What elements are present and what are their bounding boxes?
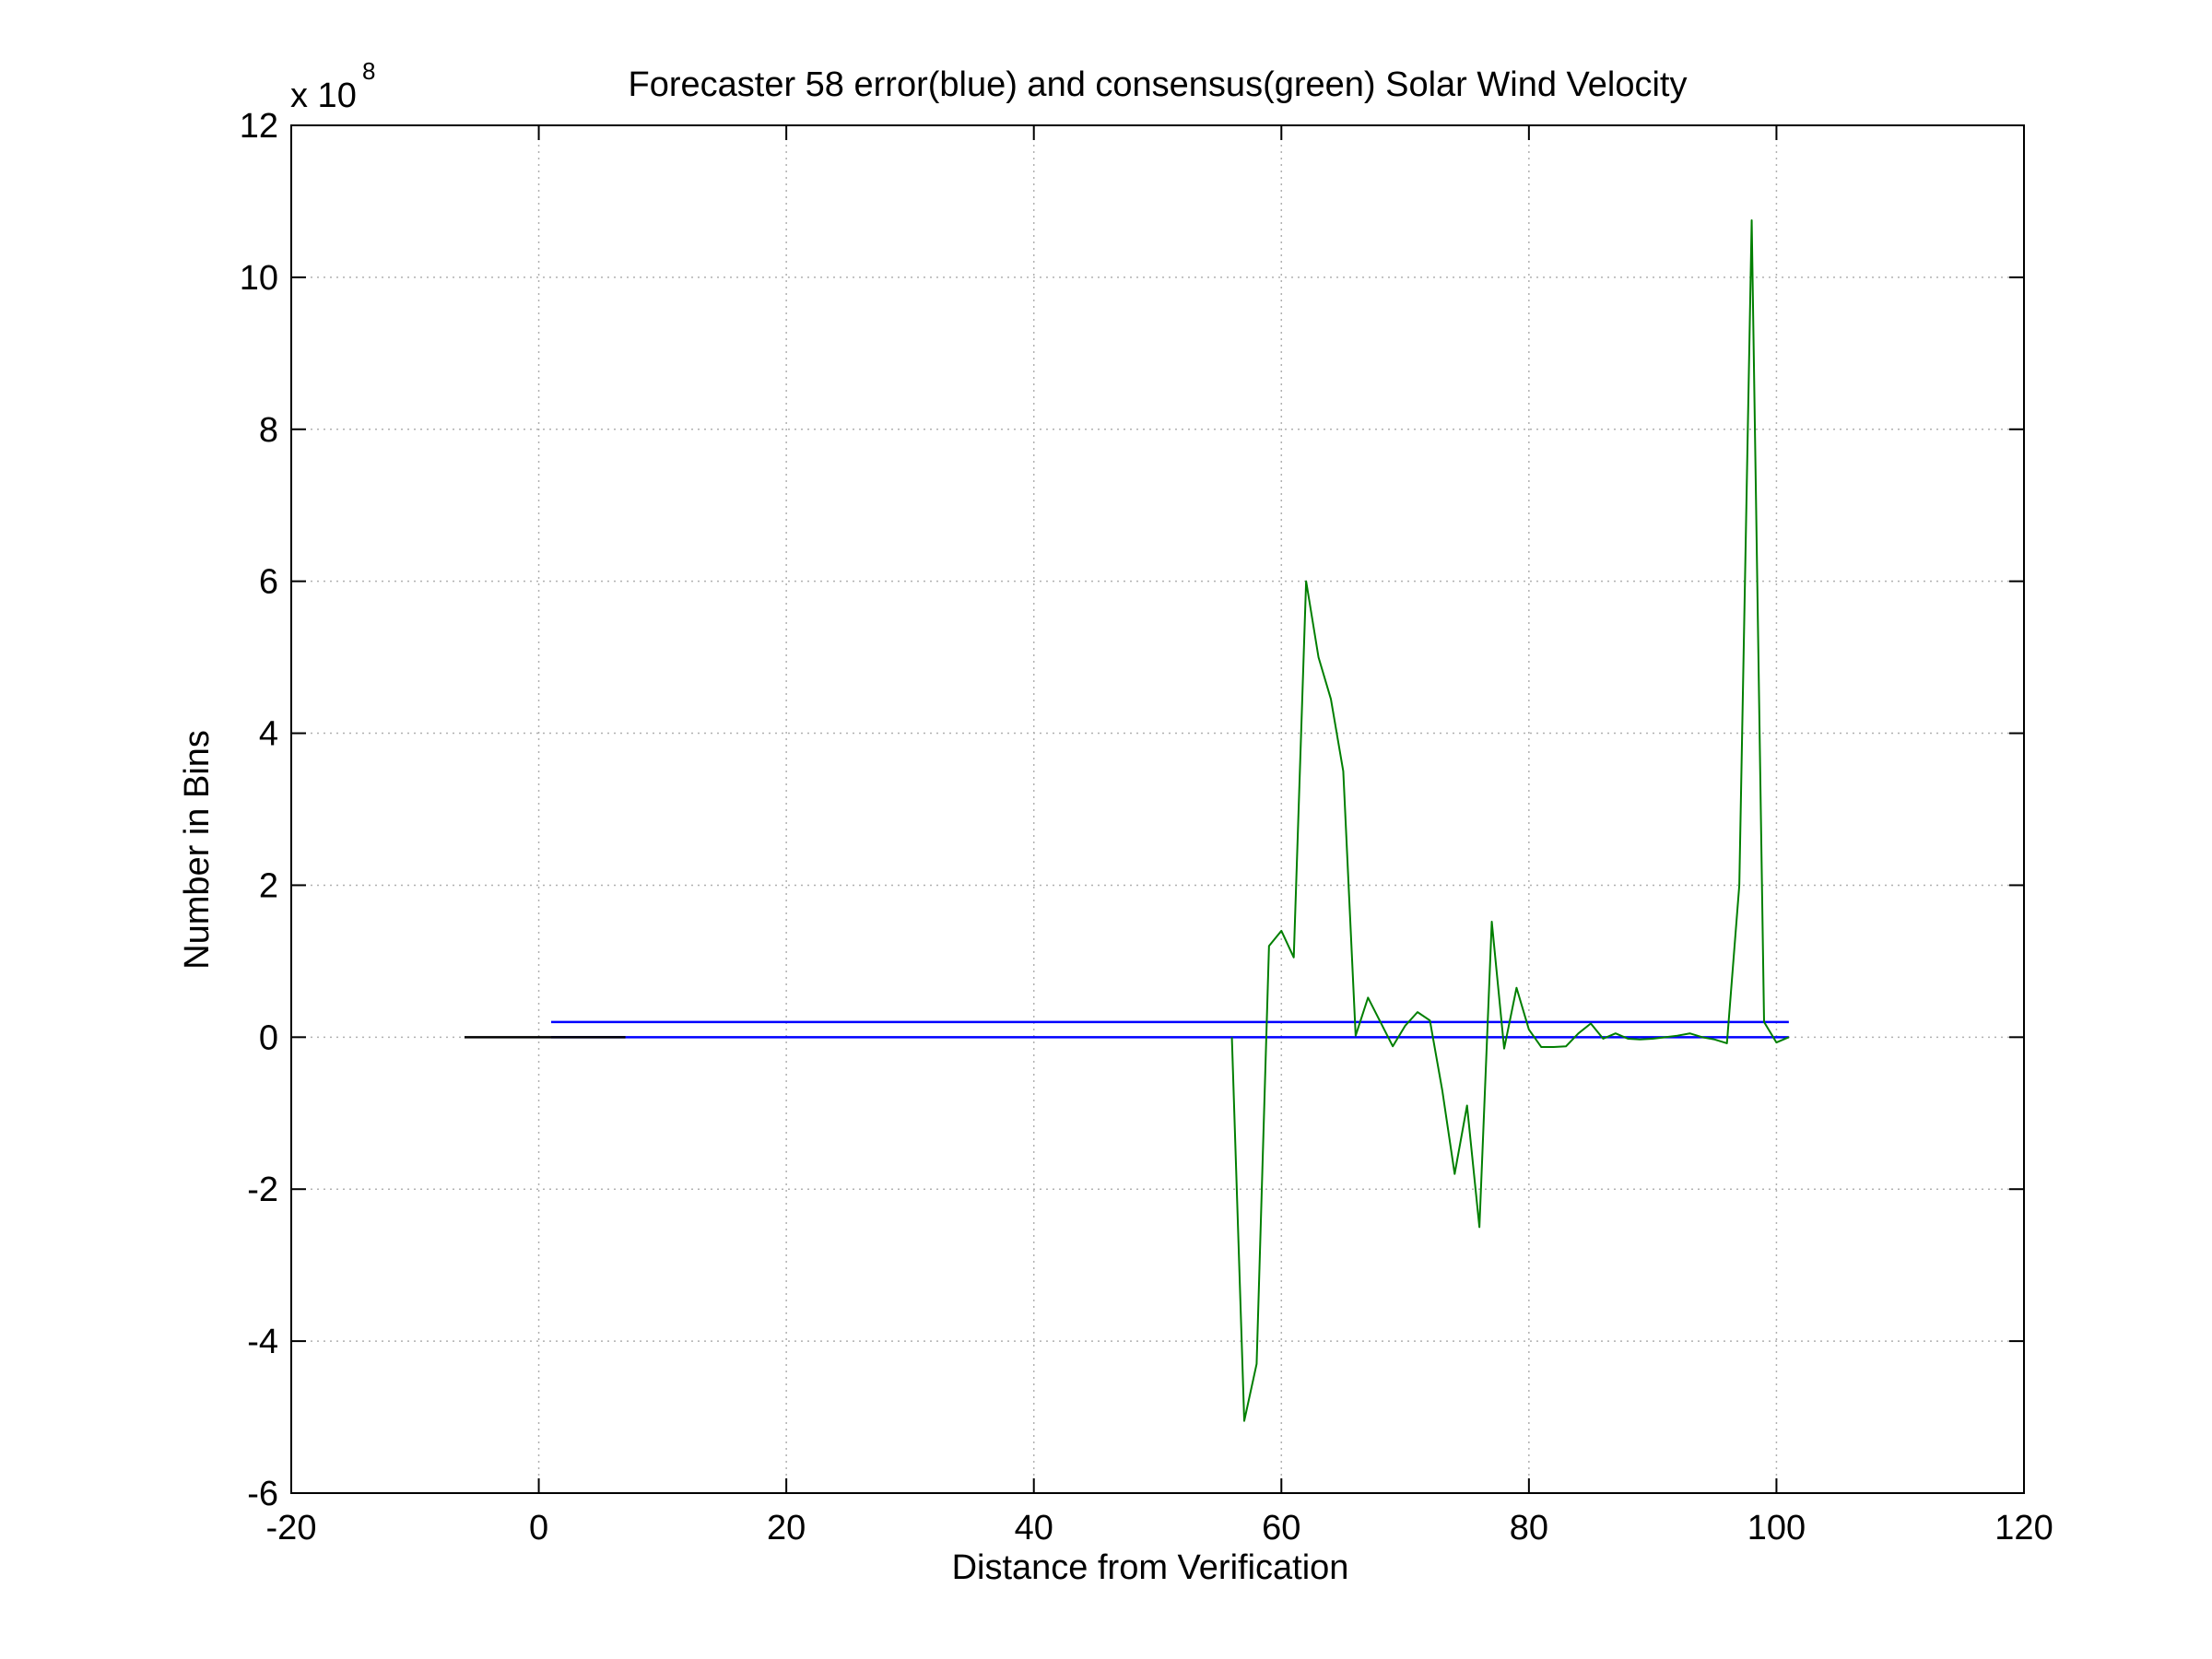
x-tick-label: 40 [1015,1509,1053,1547]
y-tick-label: 2 [259,866,278,905]
y-tick-label: 0 [259,1018,278,1057]
y-tick-label: -2 [247,1171,278,1209]
x-tick-label: 0 [529,1509,548,1547]
x-axis-label: Distance from Verification [952,1548,1349,1587]
y-tick-label: 10 [240,259,278,298]
y-tick-label: 6 [259,563,278,602]
chart-title: Forecaster 58 error(blue) and consensus(… [629,65,1688,104]
y-axis-label: Number in Bins [178,730,217,970]
grid-lines [291,125,2024,1493]
y-tick-label: -6 [247,1475,278,1513]
consensus-series-line [1230,219,1790,1422]
y-multiplier-base: x 10 [290,76,357,115]
x-tick-label: 60 [1262,1509,1300,1547]
y-axis-multiplier: x 10 8 [290,57,375,115]
axes-box [290,124,2025,1494]
x-tick-label: 120 [1994,1509,2053,1547]
plot-series [465,219,1790,1422]
x-tick-label: 80 [1510,1509,1548,1547]
y-multiplier-exponent: 8 [362,57,375,85]
x-tick-label: -20 [266,1509,317,1547]
y-tick-label: -4 [247,1323,278,1361]
y-tick-label: 12 [240,107,278,146]
x-tick-label: 100 [1747,1509,1806,1547]
x-tick-label: 20 [767,1509,806,1547]
y-tick-label: 4 [259,715,278,754]
y-tick-label: 8 [259,411,278,450]
